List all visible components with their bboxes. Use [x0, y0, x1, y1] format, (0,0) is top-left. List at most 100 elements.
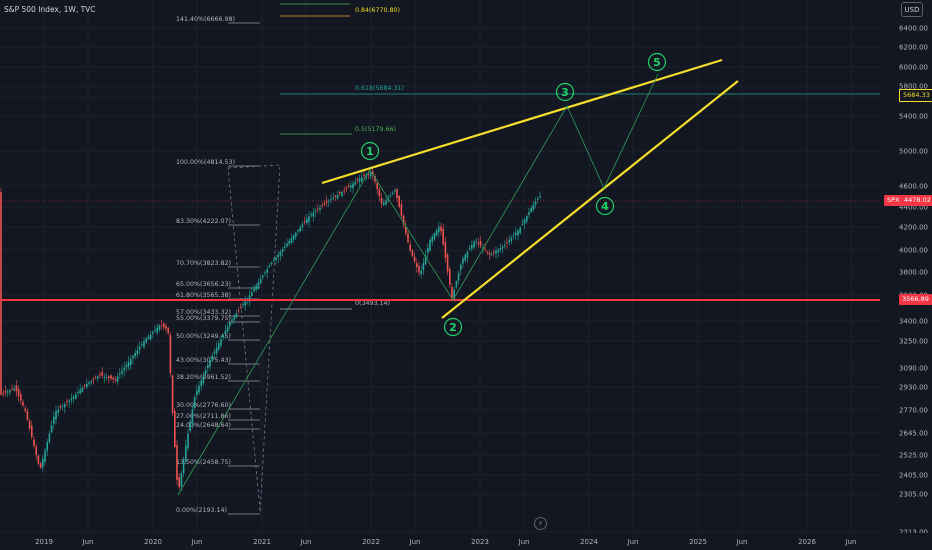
- candle-body: [226, 326, 229, 332]
- candle-body: [442, 228, 444, 245]
- candle-body: [506, 242, 508, 244]
- candle-body: [343, 190, 345, 192]
- candle-body: [79, 389, 81, 393]
- candle-body: [224, 330, 227, 335]
- candle-body: [125, 364, 128, 368]
- candle-body: [383, 202, 385, 205]
- time-axis-label: 2025: [689, 538, 707, 546]
- candle-body: [490, 253, 493, 255]
- candle-body: [77, 392, 79, 393]
- price-axis-label: 5000.00: [899, 148, 928, 156]
- candle-body: [356, 179, 359, 181]
- candle-body: [145, 338, 147, 343]
- candle-body: [462, 258, 464, 264]
- candle-body: [11, 388, 13, 390]
- candle-body: [130, 358, 132, 365]
- candle-body: [504, 245, 506, 247]
- candle-body: [198, 385, 200, 393]
- time-axis-label: Jun: [845, 538, 857, 546]
- price-axis-label: 4200.00: [899, 224, 928, 232]
- candle-body: [171, 375, 174, 413]
- candle-body: [152, 332, 154, 334]
- candle-body: [352, 183, 354, 189]
- candle-body: [354, 181, 356, 185]
- candle-body: [266, 269, 268, 273]
- candle-body: [512, 235, 515, 237]
- candle-body: [48, 433, 51, 442]
- candle-body: [308, 216, 310, 222]
- price-axis-label: 3400.00: [899, 318, 928, 326]
- candle-body: [244, 301, 246, 306]
- fib-level-label: 61.80%(3565.38): [176, 292, 231, 299]
- candle-body: [2, 392, 4, 394]
- candle-body: [290, 238, 293, 243]
- candle-body: [86, 383, 88, 388]
- candle-body: [90, 380, 92, 383]
- candle-body: [262, 275, 264, 278]
- candle-body: [24, 408, 26, 411]
- candle-body: [185, 445, 187, 462]
- candle-body: [336, 194, 339, 199]
- candle-body: [295, 232, 297, 238]
- price-axis[interactable]: 6400.006200.006000.005800.005600.005400.…: [880, 0, 932, 550]
- candle-body: [72, 396, 75, 399]
- candle-body: [526, 215, 528, 222]
- candle-body: [112, 377, 114, 380]
- candle-body: [358, 178, 361, 182]
- candle-body: [149, 334, 152, 340]
- fib-level-label: 70.70%(3823.82): [176, 260, 231, 267]
- time-axis-label: 2026: [798, 538, 816, 546]
- price-axis-label: 4600.00: [899, 183, 928, 191]
- candle-body: [13, 388, 15, 390]
- time-axis-label: Jun: [82, 538, 94, 546]
- candle-body: [438, 226, 440, 233]
- time-axis-background: [0, 533, 932, 550]
- candle-body: [409, 244, 411, 251]
- candle-body: [99, 374, 101, 376]
- fib-upper-label: 0.5(5179.66): [355, 126, 396, 133]
- price-axis-label: 3800.00: [899, 269, 928, 277]
- candle-body: [83, 385, 86, 387]
- candle-body: [110, 375, 112, 379]
- currency-button[interactable]: USD: [901, 2, 923, 17]
- candle-body: [108, 376, 110, 378]
- candle-body: [286, 243, 288, 247]
- candle-body: [255, 285, 257, 290]
- time-axis-label: 2022: [362, 538, 380, 546]
- upper-trendline: [321, 58, 723, 185]
- wave-circle: [595, 196, 615, 216]
- candle-body: [15, 385, 18, 392]
- time-axis[interactable]: 2019 Jun 2020 Jun 2021 Jun 2022 Jun 2023 Jun 2024 J…: [0, 533, 932, 550]
- fibonacci-levels: 141.40%(6666.98) 100.00%(4814.53) 83.30%(4…: [176, 3, 880, 515]
- drawings: 1 2 3 4 5: [0, 52, 880, 496]
- candle-body: [350, 185, 352, 188]
- candle-body: [103, 376, 106, 378]
- candle-body: [292, 235, 295, 240]
- price-axis-label: 6200.00: [899, 44, 928, 52]
- candle-body: [482, 247, 484, 249]
- candle-body: [499, 248, 502, 250]
- candle-body: [121, 370, 123, 374]
- candle-body: [75, 394, 77, 399]
- symbol-title[interactable]: S&P 500 Index, 1W, TVC: [4, 5, 96, 14]
- candle-body: [284, 246, 286, 248]
- candle-body: [259, 279, 262, 284]
- candle-body: [9, 390, 11, 393]
- candle-body: [374, 176, 376, 182]
- fib-trend-dashed: [227, 167, 261, 511]
- candle-body: [288, 241, 290, 244]
- candle-body: [273, 260, 275, 262]
- grid-lines: [0, 0, 880, 533]
- candle-body: [413, 256, 416, 262]
- candle-body: [123, 367, 125, 371]
- candle-body: [528, 212, 530, 215]
- candle-body: [532, 204, 535, 210]
- lightning-icon[interactable]: ⚡: [534, 517, 547, 530]
- candle-body: [44, 450, 46, 462]
- time-axis-label: Jun: [627, 538, 639, 546]
- candle-body: [475, 241, 477, 243]
- candle-body: [281, 249, 284, 252]
- candle-body: [312, 212, 315, 217]
- fib-level-label: 13.50%(2458.75): [176, 459, 231, 466]
